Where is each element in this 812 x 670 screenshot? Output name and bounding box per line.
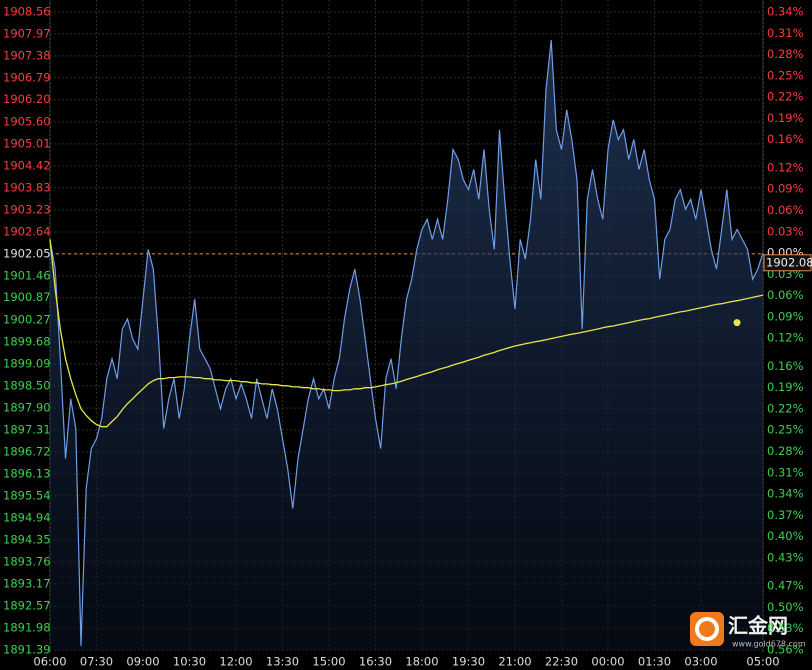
y2-tick-label: 0.31% <box>767 465 804 479</box>
y2-tick-label: 0.12% <box>767 160 804 174</box>
y-tick-label: 1908.56 <box>3 5 51 19</box>
y-tick-label: 1901.46 <box>3 268 51 282</box>
y-tick-label: 1899.68 <box>3 334 51 348</box>
y2-tick-label: 0.03% <box>767 224 804 238</box>
y-tick-label: 1906.20 <box>3 92 51 106</box>
x-tick-label: 01:30 <box>638 655 671 669</box>
y2-tick-label: 0.25% <box>767 68 804 82</box>
y2-tick-label: 0.22% <box>767 90 804 104</box>
y2-tick-label: 0.28% <box>767 444 804 458</box>
y-tick-label: 1907.38 <box>3 48 51 62</box>
y-tick-label: 1891.98 <box>3 621 51 635</box>
x-tick-label: 18:00 <box>405 655 438 669</box>
y2-tick-label: 0.06% <box>767 288 804 302</box>
average-end-dot <box>733 319 741 327</box>
logo-icon <box>690 612 724 646</box>
y-tick-label: 1896.72 <box>3 444 51 458</box>
x-tick-label: 15:00 <box>312 655 345 669</box>
y-tick-label: 1893.17 <box>3 576 51 590</box>
y2-tick-label: 0.19% <box>767 111 804 125</box>
x-tick-label: 19:30 <box>452 655 485 669</box>
y2-tick-label: 0.40% <box>767 529 804 543</box>
y-tick-label: 1906.79 <box>3 70 51 84</box>
y-tick-label: 1903.23 <box>3 203 51 217</box>
y-tick-label: 1900.27 <box>3 313 51 327</box>
x-tick-label: 00:00 <box>591 655 624 669</box>
watermark: 汇金网 www.gold678.com <box>690 612 806 649</box>
y2-tick-label: 0.22% <box>767 401 804 415</box>
y2-tick-label: 0.56% <box>767 643 804 657</box>
logo-ring <box>695 617 719 641</box>
y2-tick-label: 0.09% <box>767 182 804 196</box>
y-tick-label: 1897.31 <box>3 423 51 437</box>
y-tick-label: 1896.13 <box>3 466 51 480</box>
price-area <box>50 39 763 650</box>
y-tick-label: 1895.54 <box>3 488 51 502</box>
y2-tick-label: 0.28% <box>767 47 804 61</box>
x-tick-label: 03:00 <box>684 655 717 669</box>
y2-tick-label: 0.47% <box>767 579 804 593</box>
y-tick-label: 1892.57 <box>3 599 51 613</box>
y2-tick-label: 0.25% <box>767 423 804 437</box>
x-tick-label: 05:00 <box>746 655 779 669</box>
price-line <box>49 39 764 646</box>
y-tick-label: 1891.39 <box>3 643 51 657</box>
y-tick-label: 1902.05 <box>3 246 51 260</box>
y2-tick-label: 0.53% <box>767 621 804 635</box>
y2-tick-label: 0.43% <box>767 550 804 564</box>
y-tick-label: 1900.87 <box>3 290 51 304</box>
x-tick-label: 09:00 <box>126 655 159 669</box>
y-tick-label: 1898.50 <box>3 378 51 392</box>
last-price-box <box>763 254 812 272</box>
x-tick-label: 10:30 <box>173 655 206 669</box>
y-tick-label: 1905.60 <box>3 114 51 128</box>
y2-tick-label: 0.34% <box>767 487 804 501</box>
x-tick-label: 06:00 <box>33 655 66 669</box>
x-tick-label: 13:30 <box>266 655 299 669</box>
y2-tick-label: 0.16% <box>767 132 804 146</box>
x-tick-label: 22:30 <box>545 655 578 669</box>
y-tick-label: 1904.42 <box>3 158 51 172</box>
y2-tick-label: 0.12% <box>767 331 804 345</box>
y2-tick-label: 0.34% <box>767 5 804 19</box>
y-tick-label: 1902.64 <box>3 224 51 238</box>
y-tick-label: 1893.76 <box>3 554 51 568</box>
y-tick-label: 1894.35 <box>3 533 51 547</box>
y2-tick-label: 0.06% <box>767 203 804 217</box>
y2-tick-label: 0.37% <box>767 508 804 522</box>
y-tick-label: 1903.83 <box>3 180 51 194</box>
y2-tick-label: 0.31% <box>767 26 804 40</box>
y-tick-label: 1899.09 <box>3 356 51 370</box>
y2-tick-label: 0.50% <box>767 600 804 614</box>
x-tick-label: 07:30 <box>80 655 113 669</box>
y-tick-label: 1894.94 <box>3 511 51 525</box>
x-tick-label: 12:00 <box>219 655 252 669</box>
y2-tick-label: 0.16% <box>767 359 804 373</box>
y-tick-label: 1897.90 <box>3 401 51 415</box>
watermark-name: 汇金网 <box>728 614 788 638</box>
x-tick-label: 21:00 <box>498 655 531 669</box>
x-tick-label: 16:30 <box>359 655 392 669</box>
y-tick-label: 1905.01 <box>3 136 51 150</box>
average-line <box>49 239 764 428</box>
watermark-url: www.gold678.com <box>732 640 806 649</box>
last-price-label: 1902.08 <box>766 255 812 269</box>
y-tick-label: 1907.97 <box>3 26 51 40</box>
y2-tick-label: 0.19% <box>767 380 804 394</box>
y2-tick-label: 0.09% <box>767 309 804 323</box>
